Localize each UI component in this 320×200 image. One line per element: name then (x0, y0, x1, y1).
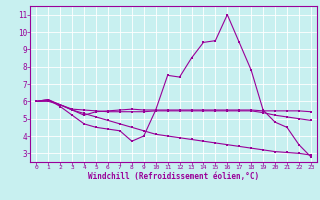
X-axis label: Windchill (Refroidissement éolien,°C): Windchill (Refroidissement éolien,°C) (88, 172, 259, 181)
